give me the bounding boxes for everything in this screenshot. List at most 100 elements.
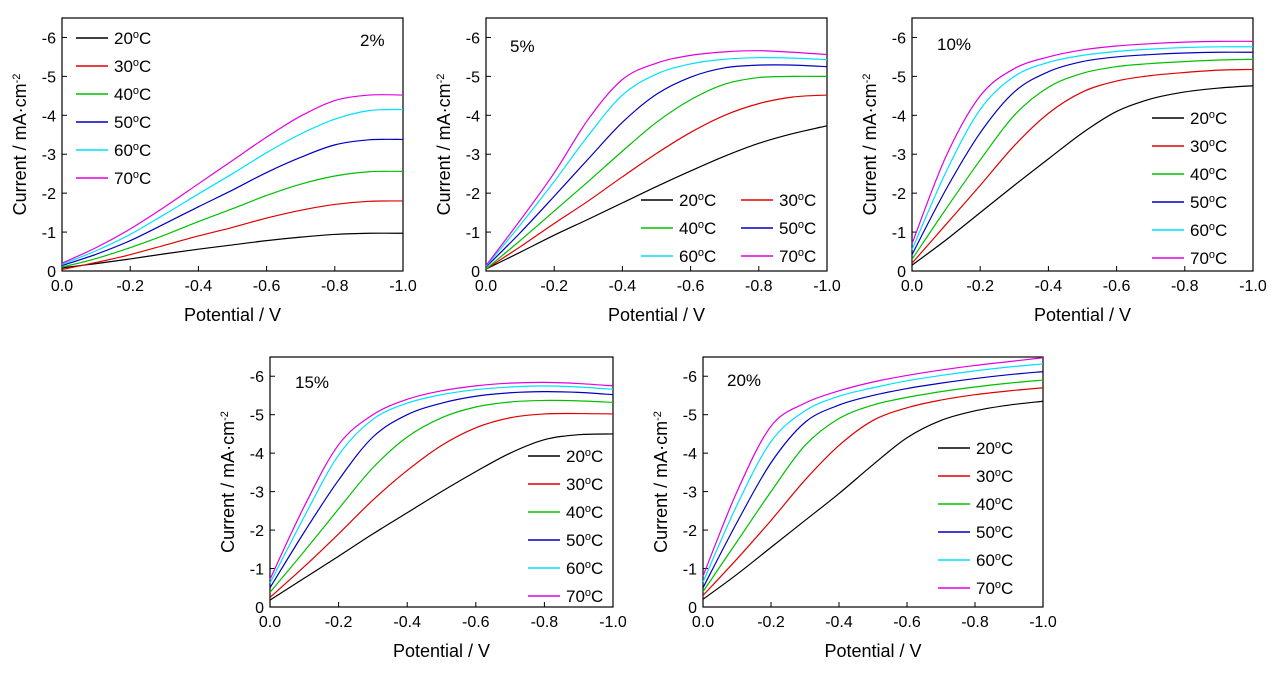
y-tick-label: -4 [466, 108, 480, 125]
legend-degree-mark: o [133, 29, 139, 41]
legend-degree-mark: o [995, 467, 1001, 479]
legend-unit: C [139, 113, 151, 132]
panel-label: 5% [510, 37, 535, 56]
y-tick-label: -6 [683, 369, 697, 386]
legend-degree-mark: o [1209, 249, 1215, 261]
y-tick-label: -2 [42, 186, 56, 203]
legend-unit: C [139, 85, 151, 104]
legend-label: 20oC [114, 29, 151, 48]
legend-label: 30oC [1190, 137, 1227, 156]
y-tick-label: -4 [250, 446, 264, 463]
legend-degree-mark: o [995, 495, 1001, 507]
x-axis-title: Potential / V [393, 641, 490, 661]
chart-panel: 0.0 -0.2 -0.4 -0.6 -0.8 -1.0 0 -1 -2 -3 -4 -5 -6 Pote… [10, 17, 417, 325]
series-line [485, 94, 828, 270]
panel-label: 2% [360, 31, 385, 50]
y-tick-label: -6 [892, 30, 906, 47]
x-tick-label: 0.0 [475, 278, 497, 295]
series-line [61, 138, 404, 267]
x-tick-label: -0.4 [185, 278, 213, 295]
y-tick-label: -2 [892, 186, 906, 203]
series-line [269, 391, 614, 589]
x-tick-label: -0.8 [961, 614, 989, 631]
x-tick-label: -1.0 [599, 614, 627, 631]
legend-unit: C [1001, 439, 1013, 458]
x-axis-title: Potential / V [824, 641, 921, 661]
legend-degree-mark: o [133, 141, 139, 153]
legend-label: 70oC [114, 169, 151, 188]
legend-degree-mark: o [585, 559, 591, 571]
legend-degree-mark: o [995, 439, 1001, 451]
legend-label: 50oC [779, 219, 816, 238]
chart-panel: 0.0 -0.2 -0.4 -0.6 -0.8 -1.0 0 -1 -2 -3 -4 -5 -6 Pote… [651, 356, 1057, 661]
legend-unit: C [704, 219, 716, 238]
series-line [269, 433, 614, 601]
legend-degree-mark: o [995, 551, 1001, 563]
y-tick-label: -1 [250, 562, 264, 579]
x-axis-title: Potential / V [608, 305, 705, 325]
y-tick-label: 0 [471, 264, 480, 281]
y-tick-label: -4 [683, 446, 697, 463]
legend-degree-mark: o [995, 579, 1001, 591]
y-tick-label: -4 [42, 108, 56, 125]
series-line [269, 412, 614, 598]
legend-degree-mark: o [798, 247, 804, 259]
x-tick-label: 0.0 [901, 278, 923, 295]
series-line [911, 40, 1254, 244]
series-line [269, 399, 614, 593]
x-tick-label: -0.6 [462, 614, 490, 631]
series-line [911, 85, 1254, 266]
y-tick-label: -5 [42, 69, 56, 86]
y-tick-label: -3 [683, 485, 697, 502]
legend-degree-mark: o [1209, 109, 1215, 121]
series-line [702, 357, 1044, 577]
legend-label: 40oC [566, 503, 603, 522]
y-axis-title: Current / mA·cm-2 [651, 411, 671, 553]
legend-unit: C [139, 29, 151, 48]
series-line [702, 400, 1044, 600]
legend-label: 40oC [114, 85, 151, 104]
y-tick-label: -1 [683, 562, 697, 579]
x-tick-label: 0.0 [51, 278, 73, 295]
x-tick-label: -0.2 [540, 278, 568, 295]
legend-unit: C [704, 191, 716, 210]
series-line [269, 381, 614, 580]
x-tick-label: -0.4 [609, 278, 637, 295]
legend-degree-mark: o [698, 191, 704, 203]
x-tick-label: -0.4 [1035, 278, 1063, 295]
series-line [61, 94, 404, 264]
legend-label: 60oC [976, 551, 1013, 570]
legend-degree-mark: o [585, 447, 591, 459]
series-line [911, 58, 1254, 260]
y-tick-label: -6 [466, 30, 480, 47]
legend-degree-mark: o [1209, 193, 1215, 205]
y-axis-title: Current / mA·cm-2 [434, 74, 454, 216]
legend-degree-mark: o [133, 113, 139, 125]
x-tick-label: -0.8 [745, 278, 773, 295]
legend-unit: C [591, 531, 603, 550]
legend-unit: C [1215, 249, 1227, 268]
legend-unit: C [591, 587, 603, 606]
x-tick-label: -1.0 [1239, 278, 1267, 295]
y-tick-label: -5 [466, 69, 480, 86]
series-line [911, 68, 1254, 264]
y-tick-label: -4 [892, 108, 906, 125]
y-tick-label: -3 [466, 147, 480, 164]
legend-unit: C [1215, 165, 1227, 184]
y-tick-label: -1 [466, 225, 480, 242]
legend-unit: C [1215, 137, 1227, 156]
y-axis-title-superscript: -2 [11, 74, 23, 84]
y-tick-label: -6 [42, 30, 56, 47]
y-axis-title: Current / mA·cm-2 [10, 74, 30, 216]
y-axis-title-superscript: -2 [861, 74, 873, 84]
legend-degree-mark: o [1209, 137, 1215, 149]
legend-label: 60oC [679, 247, 716, 266]
legend-degree-mark: o [698, 219, 704, 231]
series-line [485, 57, 828, 267]
y-axis-title: Current / mA·cm-2 [860, 74, 880, 216]
y-tick-label: 0 [897, 264, 906, 281]
y-axis-title: Current / mA·cm-2 [218, 411, 238, 553]
y-axis-title-superscript: -2 [652, 411, 664, 421]
x-tick-label: -0.8 [321, 278, 349, 295]
x-tick-label: 0.0 [692, 614, 714, 631]
